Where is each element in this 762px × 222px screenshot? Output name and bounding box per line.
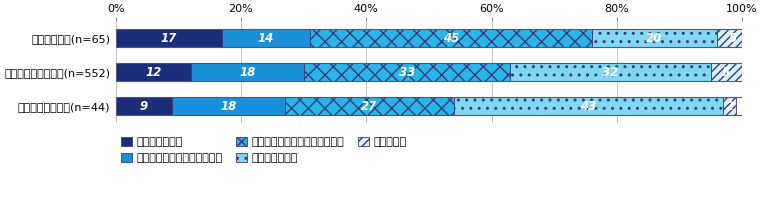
Bar bbox=[717, 29, 748, 47]
Text: 18: 18 bbox=[220, 100, 236, 113]
Text: 17: 17 bbox=[161, 32, 177, 45]
Text: 33: 33 bbox=[399, 66, 415, 79]
Text: 5: 5 bbox=[728, 32, 737, 45]
Text: 2: 2 bbox=[725, 100, 734, 113]
Bar bbox=[116, 63, 190, 81]
Text: 27: 27 bbox=[361, 100, 377, 113]
Text: 18: 18 bbox=[239, 66, 255, 79]
Text: 12: 12 bbox=[146, 66, 162, 79]
Bar bbox=[511, 63, 711, 81]
Bar bbox=[285, 97, 454, 115]
Text: 43: 43 bbox=[581, 100, 597, 113]
Bar bbox=[223, 29, 310, 47]
Bar bbox=[303, 63, 511, 81]
Text: 20: 20 bbox=[646, 32, 662, 45]
Bar bbox=[592, 29, 717, 47]
Bar bbox=[723, 97, 736, 115]
Bar bbox=[116, 97, 742, 115]
Bar bbox=[711, 63, 742, 81]
Bar bbox=[116, 29, 742, 47]
Bar bbox=[172, 97, 285, 115]
Bar bbox=[310, 29, 592, 47]
Bar bbox=[116, 97, 172, 115]
Bar bbox=[454, 97, 723, 115]
Text: 5: 5 bbox=[722, 66, 731, 79]
Text: 9: 9 bbox=[140, 100, 148, 113]
Legend: １００万円以下, １００万円以上３００万未満, ３００万円以上６００万円未満, ６００万円以上, わからない: １００万円以下, １００万円以上３００万未満, ３００万円以上６００万円未満, … bbox=[121, 137, 407, 163]
Bar bbox=[116, 63, 742, 81]
Text: 32: 32 bbox=[603, 66, 619, 79]
Text: 14: 14 bbox=[258, 32, 274, 45]
Text: 45: 45 bbox=[443, 32, 459, 45]
Bar bbox=[116, 29, 223, 47]
Bar bbox=[190, 63, 303, 81]
